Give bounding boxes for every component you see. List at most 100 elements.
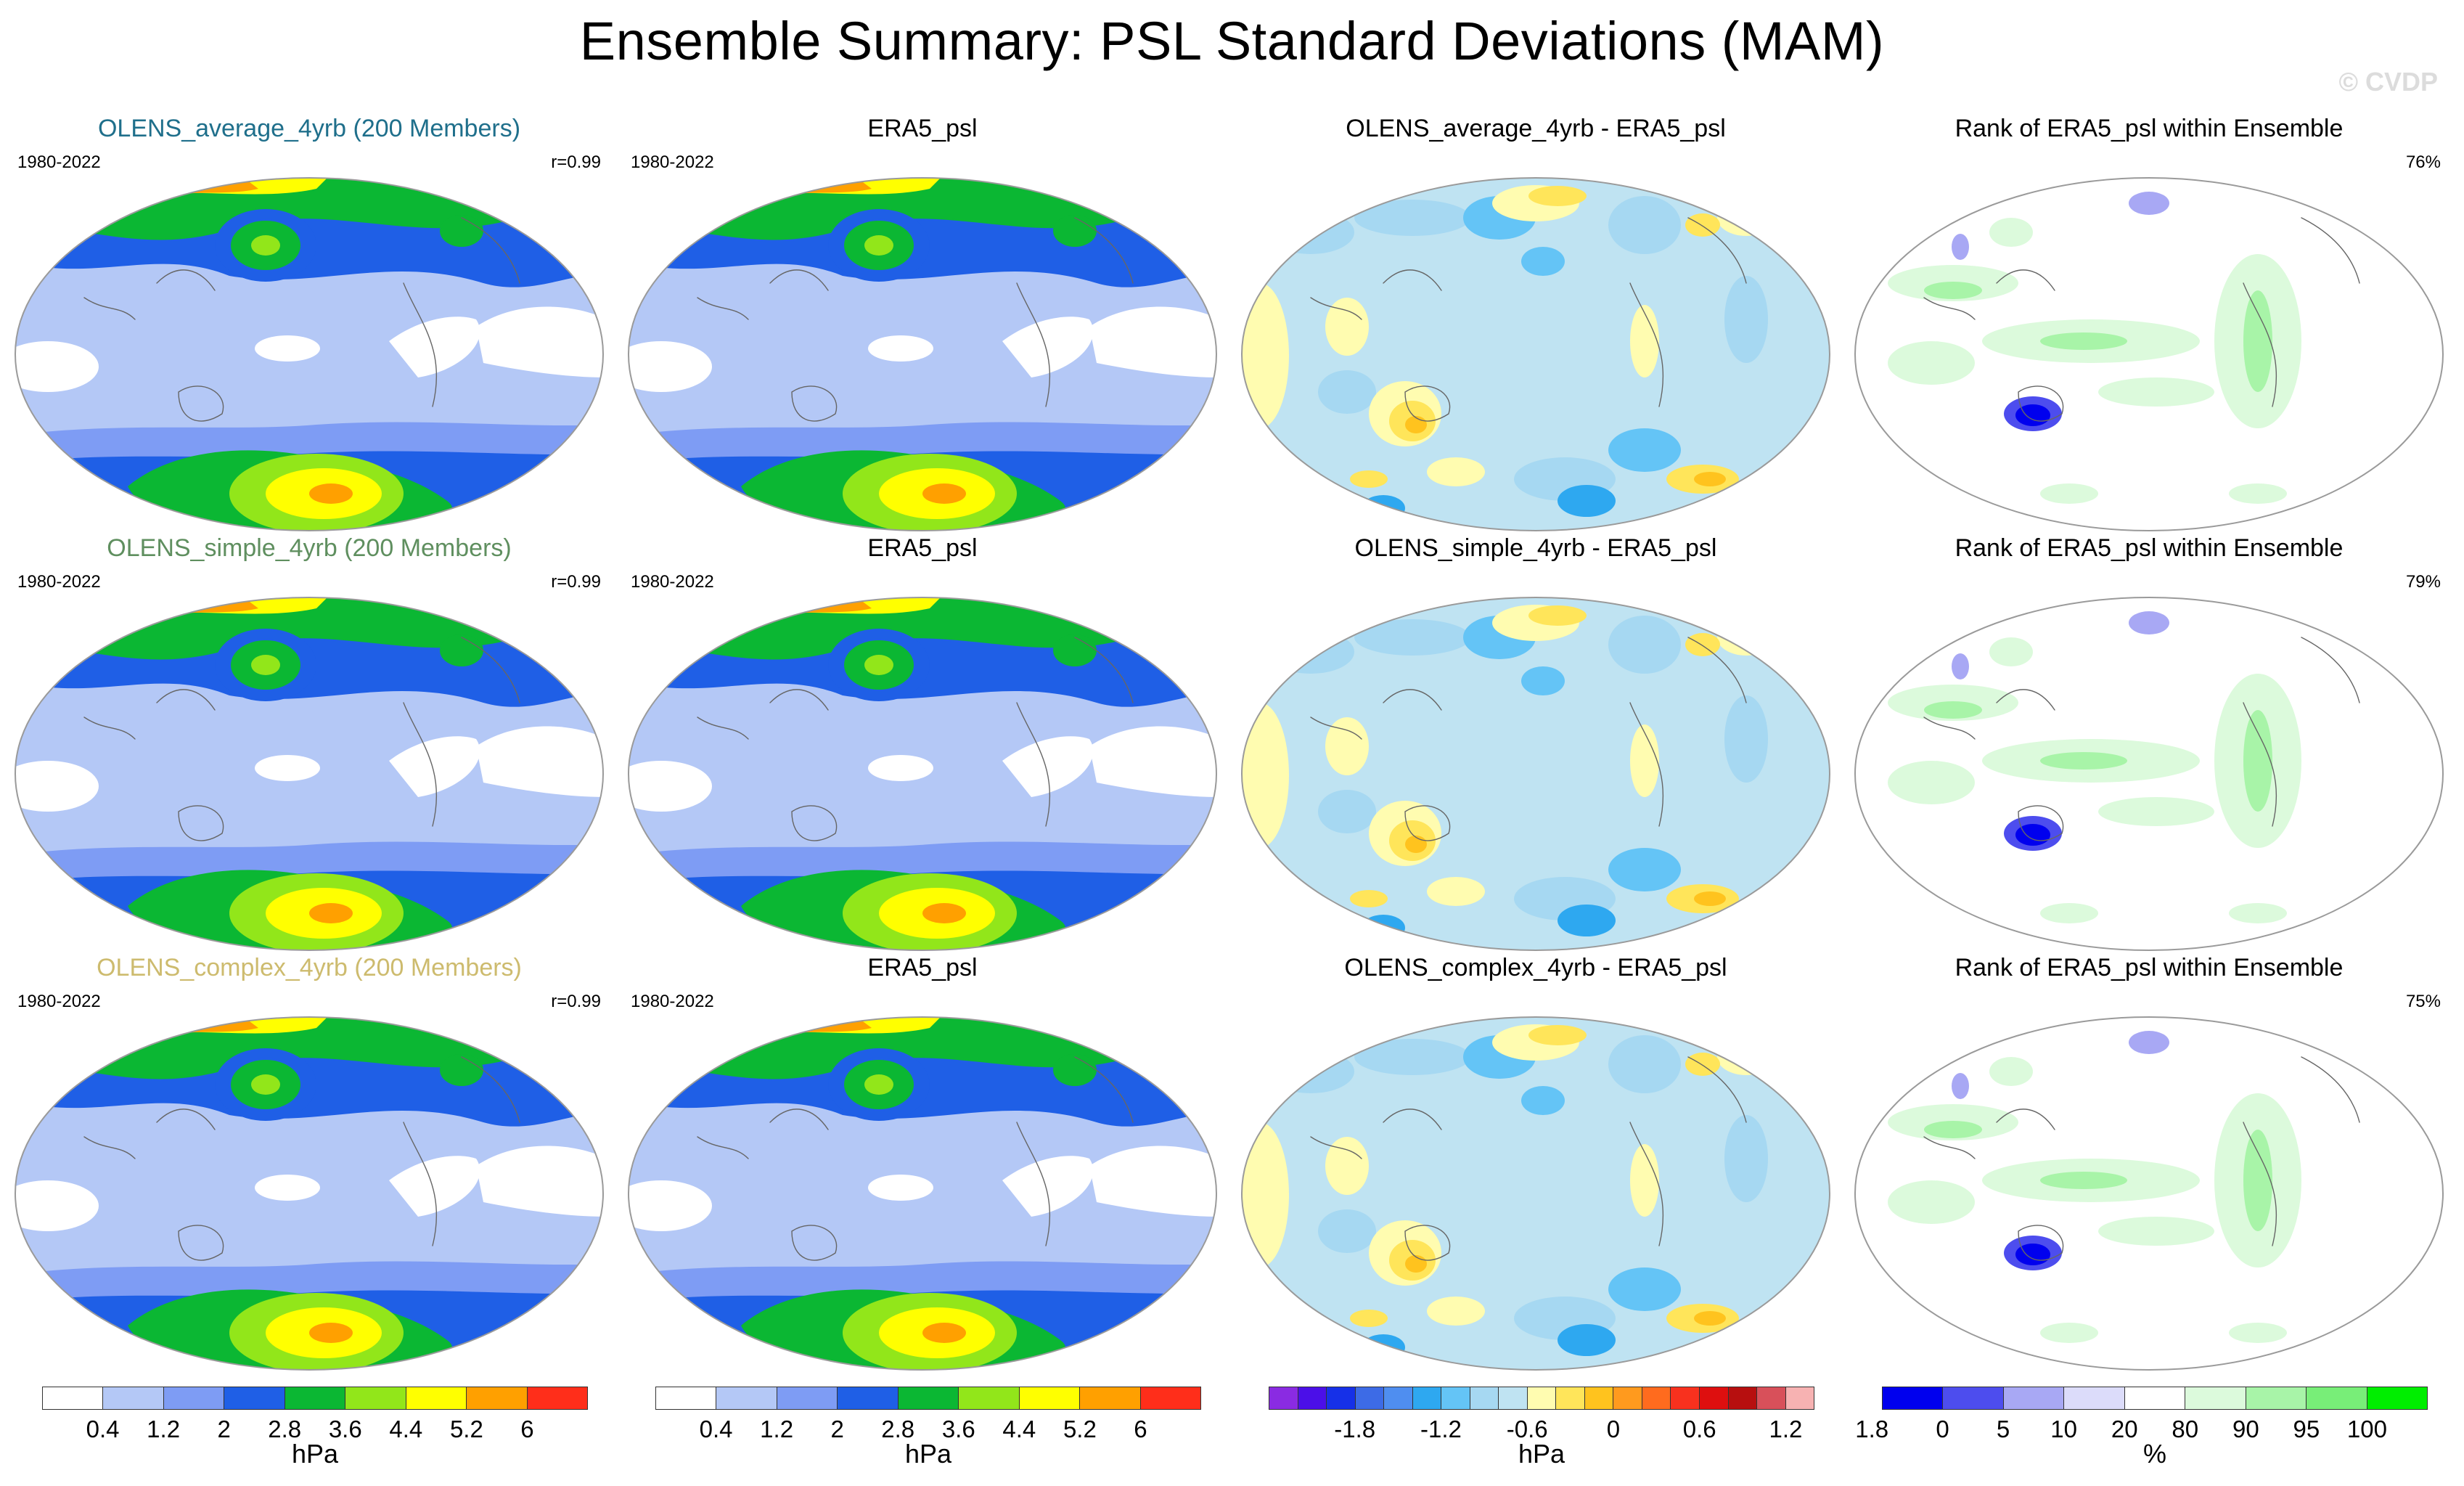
colorbar-tick-label: 0.6 bbox=[1682, 1416, 1716, 1442]
colorbar-box-0 bbox=[1269, 1387, 1298, 1409]
panel-title: Rank of ERA5_psl within Ensemble bbox=[1955, 954, 2344, 981]
colorbar-tick-label: 0 bbox=[1606, 1416, 1621, 1442]
colorbar-tick-label: 3.6 bbox=[941, 1416, 975, 1442]
colorbar-box-4 bbox=[2124, 1387, 2186, 1409]
colorbar-tick-label: 5.2 bbox=[1063, 1416, 1097, 1442]
colorbar-box-11 bbox=[1584, 1387, 1614, 1409]
colorbar-ticks-1: 0.4 1.2 2 2.8 3.6 4.4 5.2 6 bbox=[42, 1416, 588, 1445]
colorbar-box-13 bbox=[1642, 1387, 1671, 1409]
colorbar-box-8 bbox=[527, 1387, 587, 1409]
colorbar-box-17 bbox=[1757, 1387, 1786, 1409]
colorbar-box-18 bbox=[1785, 1387, 1814, 1409]
colorbar-tick-label: 5.2 bbox=[449, 1416, 483, 1442]
panel-rank-row3: Rank of ERA5_psl within Ensemble 75% bbox=[1844, 954, 2454, 1373]
difference-map bbox=[1240, 597, 1831, 951]
colorbar-box-1 bbox=[1943, 1387, 2004, 1409]
colorbar-box-8 bbox=[1140, 1387, 1200, 1409]
colorbar-box-3 bbox=[2064, 1387, 2125, 1409]
colorbar-sd-1 bbox=[42, 1387, 588, 1410]
colorbar-tick-label: 0 bbox=[1936, 1416, 1949, 1442]
colorbar-tick-label: 90 bbox=[2232, 1416, 2259, 1442]
sd-map bbox=[14, 1016, 605, 1371]
colorbar-ticks-3: -1.8 -1.2 -0.6 0 0.6 1.2 1.8 bbox=[1269, 1416, 1888, 1445]
panel-ensemble-mean-row2: OLENS_simple_4yrb (200 Members) 1980-202… bbox=[4, 534, 614, 954]
colorbar-box-7 bbox=[467, 1387, 528, 1409]
colorbar-tick-label: -1.2 bbox=[1420, 1416, 1462, 1442]
colorbar-box-6 bbox=[2246, 1387, 2307, 1409]
panel-ensemble-mean-row3: OLENS_complex_4yrb (200 Members) 1980-20… bbox=[4, 954, 614, 1373]
panel-observations-row3: ERA5_psl 1980-2022 bbox=[618, 954, 1227, 1373]
panel-title: OLENS_average_4yrb (200 Members) bbox=[97, 115, 521, 142]
colorbar-tick-label: 1.2 bbox=[147, 1416, 181, 1442]
colorbar-diff bbox=[1269, 1387, 1814, 1410]
colorbar-tick-label: 2.8 bbox=[268, 1416, 302, 1442]
panel-difference-row3: OLENS_complex_4yrb - ERA5_psl bbox=[1231, 954, 1841, 1373]
colorbar-tick-label: 4.4 bbox=[389, 1416, 423, 1442]
colorbar-rank bbox=[1882, 1387, 2428, 1410]
colorbar-box-5 bbox=[2185, 1387, 2246, 1409]
colorbar-box-4 bbox=[1384, 1387, 1413, 1409]
sd-map bbox=[627, 177, 1218, 531]
colorbar-box-1 bbox=[716, 1387, 777, 1409]
colorbar-box-3 bbox=[838, 1387, 899, 1409]
colorbar-unit-1: hPa bbox=[291, 1439, 339, 1469]
panel-title: OLENS_complex_4yrb - ERA5_psl bbox=[1344, 954, 1727, 981]
panel-years: 1980-2022 bbox=[17, 992, 101, 1011]
colorbar-tick-label: -1.8 bbox=[1334, 1416, 1376, 1442]
colorbar-tick-label: 0.4 bbox=[86, 1416, 120, 1442]
colorbar-ticks-2: 0.4 1.2 2 2.8 3.6 4.4 5.2 6 bbox=[655, 1416, 1201, 1445]
colorbar-box-3 bbox=[224, 1387, 285, 1409]
colorbar-box-2 bbox=[2003, 1387, 2065, 1409]
colorbar-tick-label: 6 bbox=[520, 1416, 534, 1442]
panel-ensemble-mean-row1: OLENS_average_4yrb (200 Members) 1980-20… bbox=[4, 115, 614, 534]
colorbar-box-4 bbox=[285, 1387, 346, 1409]
colorbar-tick-label: 95 bbox=[2293, 1416, 2320, 1442]
panel-title: Rank of ERA5_psl within Ensemble bbox=[1955, 115, 2344, 142]
panel-rank-percent: 79% bbox=[2405, 572, 2441, 592]
colorbar-box-6 bbox=[406, 1387, 467, 1409]
colorbar-box-15 bbox=[1699, 1387, 1729, 1409]
colorbar-tick-label: 2 bbox=[217, 1416, 231, 1442]
panel-rank-row1: Rank of ERA5_psl within Ensemble 76% bbox=[1844, 115, 2454, 534]
colorbar-box-3 bbox=[1355, 1387, 1385, 1409]
colorbar-box-0 bbox=[656, 1387, 717, 1409]
colorbar-box-8 bbox=[1499, 1387, 1528, 1409]
panel-years: 1980-2022 bbox=[631, 152, 714, 172]
colorbar-box-2 bbox=[777, 1387, 838, 1409]
colorbar-box-4 bbox=[898, 1387, 959, 1409]
panel-title: OLENS_complex_4yrb (200 Members) bbox=[97, 954, 522, 981]
colorbar-unit-2: hPa bbox=[904, 1439, 952, 1469]
colorbar-unit-3: hPa bbox=[1518, 1439, 1565, 1469]
rank-map bbox=[1854, 1016, 2444, 1371]
sd-map bbox=[14, 177, 605, 531]
panel-years: 1980-2022 bbox=[17, 572, 101, 592]
colorbar-box-6 bbox=[1441, 1387, 1470, 1409]
panel-pattern-correlation: r=0.99 bbox=[551, 992, 601, 1011]
colorbar-unit-4: % bbox=[2142, 1439, 2167, 1469]
panel-rank-row2: Rank of ERA5_psl within Ensemble 79% bbox=[1844, 534, 2454, 954]
difference-map bbox=[1240, 1016, 1831, 1371]
figure-title: Ensemble Summary: PSL Standard Deviation… bbox=[579, 11, 1885, 71]
panel-observations-row2: ERA5_psl 1980-2022 bbox=[618, 534, 1227, 954]
panel-title: OLENS_average_4yrb - ERA5_psl bbox=[1346, 115, 1726, 142]
colorbar-tick-label: -0.6 bbox=[1506, 1416, 1548, 1442]
colorbar-box-7 bbox=[2307, 1387, 2367, 1409]
colorbar-box-16 bbox=[1728, 1387, 1758, 1409]
colorbar-box-5 bbox=[1412, 1387, 1442, 1409]
colorbar-sd-2 bbox=[655, 1387, 1201, 1410]
panel-title: ERA5_psl bbox=[867, 534, 978, 562]
sd-map bbox=[627, 1016, 1218, 1371]
colorbar-tick-label: 80 bbox=[2172, 1416, 2199, 1442]
colorbar-box-1 bbox=[103, 1387, 164, 1409]
colorbar-box-6 bbox=[1019, 1387, 1081, 1409]
panel-observations-row1: ERA5_psl 1980-2022 bbox=[618, 115, 1227, 534]
colorbar-tick-label: 2.8 bbox=[881, 1416, 915, 1442]
colorbar-tick-label: 1.2 bbox=[1769, 1416, 1803, 1442]
colorbar-tick-label: 5 bbox=[1996, 1416, 2010, 1442]
colorbar-box-7 bbox=[1080, 1387, 1141, 1409]
colorbar-tick-label: 20 bbox=[2111, 1416, 2138, 1442]
colorbar-box-2 bbox=[163, 1387, 225, 1409]
colorbar-box-5 bbox=[345, 1387, 406, 1409]
colorbar-tick-label: 1.2 bbox=[760, 1416, 794, 1442]
colorbar-tick-label: 100 bbox=[2346, 1416, 2387, 1442]
